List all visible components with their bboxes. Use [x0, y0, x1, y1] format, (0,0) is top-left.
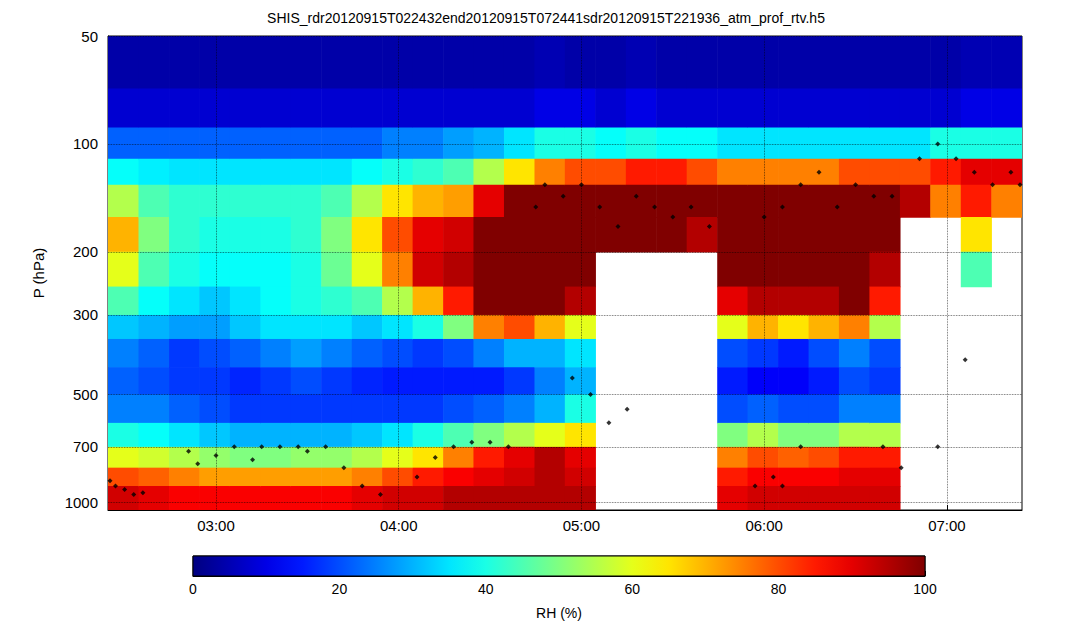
svg-text:03:00: 03:00 — [197, 517, 235, 534]
svg-text:200: 200 — [73, 243, 98, 260]
svg-text:05:00: 05:00 — [563, 517, 601, 534]
svg-text:0: 0 — [189, 581, 197, 597]
svg-text:P (hPa): P (hPa) — [30, 248, 47, 299]
svg-text:SHIS_rdr20120915T022432end2012: SHIS_rdr20120915T022432end20120915T07244… — [267, 10, 825, 26]
svg-text:RH (%): RH (%) — [536, 605, 582, 621]
svg-text:80: 80 — [771, 581, 787, 597]
svg-text:700: 700 — [73, 438, 98, 455]
svg-text:1000: 1000 — [65, 494, 98, 511]
svg-text:500: 500 — [73, 386, 98, 403]
svg-text:60: 60 — [624, 581, 640, 597]
svg-text:100: 100 — [73, 135, 98, 152]
svg-text:04:00: 04:00 — [380, 517, 418, 534]
svg-text:20: 20 — [332, 581, 348, 597]
svg-text:07:00: 07:00 — [928, 517, 966, 534]
svg-text:40: 40 — [478, 581, 494, 597]
svg-text:300: 300 — [73, 306, 98, 323]
svg-text:50: 50 — [81, 28, 98, 45]
svg-text:100: 100 — [913, 581, 937, 597]
svg-text:06:00: 06:00 — [745, 517, 783, 534]
